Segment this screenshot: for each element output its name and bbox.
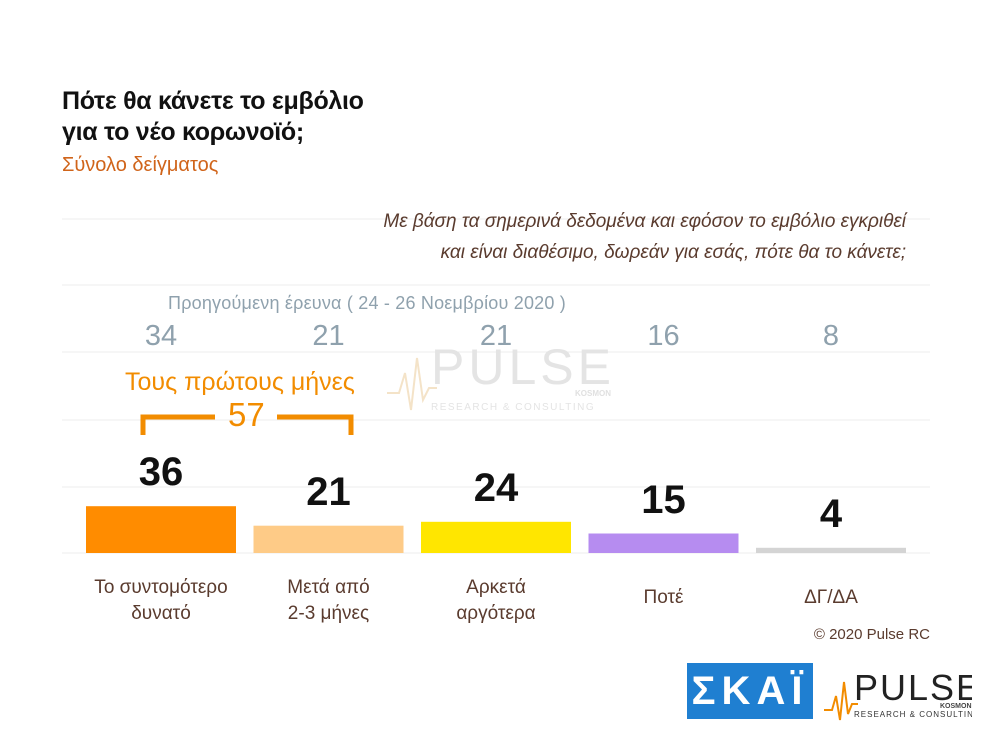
bracket-shape — [140, 414, 354, 435]
bar-value-label: 36 — [138, 450, 184, 495]
previous-value-label: 34 — [144, 320, 178, 352]
bar-value-label: 24 — [473, 465, 519, 510]
category-label: Μετά από 2-3 μήνες — [287, 577, 370, 624]
chart-title-line2: για το νέο κορωνοϊό; — [62, 118, 304, 146]
previous-value-label: 21 — [479, 320, 513, 352]
previous-survey-label: Προηγούμενη έρευνα ( 24 - 26 Νοεμβρίου 2… — [168, 293, 566, 313]
previous-value-label: 16 — [647, 320, 680, 352]
watermark-pulse-text: PULSE — [431, 339, 615, 395]
bar-4 — [588, 533, 739, 553]
chart-title-line1: Πότε θα κάνετε το εμβόλιο — [62, 87, 364, 115]
survey-question-line2: και είναι διαθέσιμο, δωρεάν για εσάς, πό… — [440, 242, 906, 263]
category-label: Το συντομότερο δυνατό — [94, 577, 228, 624]
bracket-value: 57 — [228, 396, 265, 433]
pulse-watermark: PULSE KOSMON RESEARCH & CONSULTING — [387, 339, 615, 413]
bar-1 — [86, 506, 236, 553]
pulse-logo-text: PULSE — [854, 667, 972, 708]
survey-question-line1: Με βάση τα σημερινά δεδομένα και εφόσον … — [383, 211, 906, 232]
pulse-logo-sub: RESEARCH & CONSULTING — [854, 710, 972, 719]
pulse-logo: PULSE KOSMON RESEARCH & CONSULTING — [824, 667, 972, 721]
bar-2 — [253, 525, 404, 553]
bracket-label: Τους πρώτους μήνες — [125, 368, 355, 396]
previous-value-label: 8 — [822, 320, 840, 352]
chart-title: Πότε θα κάνετε το εμβόλιο για το νέο κορ… — [62, 86, 364, 148]
bar-5 — [756, 547, 906, 553]
bar-value-label: 21 — [306, 469, 351, 514]
pulse-logo-kosmon: KOSMON — [940, 703, 972, 710]
bar-3 — [421, 521, 571, 553]
previous-value-label: 21 — [312, 320, 345, 352]
survey-question: Με βάση τα σημερινά δεδομένα και εφόσον … — [266, 206, 906, 268]
watermark-kosmon-text: KOSMON — [575, 389, 611, 398]
category-label: ΔΓ/ΔΑ — [804, 587, 858, 608]
chart-subtitle: Σύνολο δείγματος — [62, 154, 219, 176]
watermark-sub-text: RESEARCH & CONSULTING — [431, 402, 595, 413]
copyright: © 2020 Pulse RC — [813, 626, 930, 643]
category-label: Αρκετά αργότερα — [456, 577, 536, 624]
bar-value-label: 15 — [641, 477, 686, 522]
category-label: Ποτέ — [643, 587, 684, 608]
skai-logo: ΣΚΑΪ — [687, 663, 813, 719]
bar-value-label: 4 — [819, 491, 843, 536]
skai-logo-text: ΣΚΑΪ — [691, 669, 809, 713]
